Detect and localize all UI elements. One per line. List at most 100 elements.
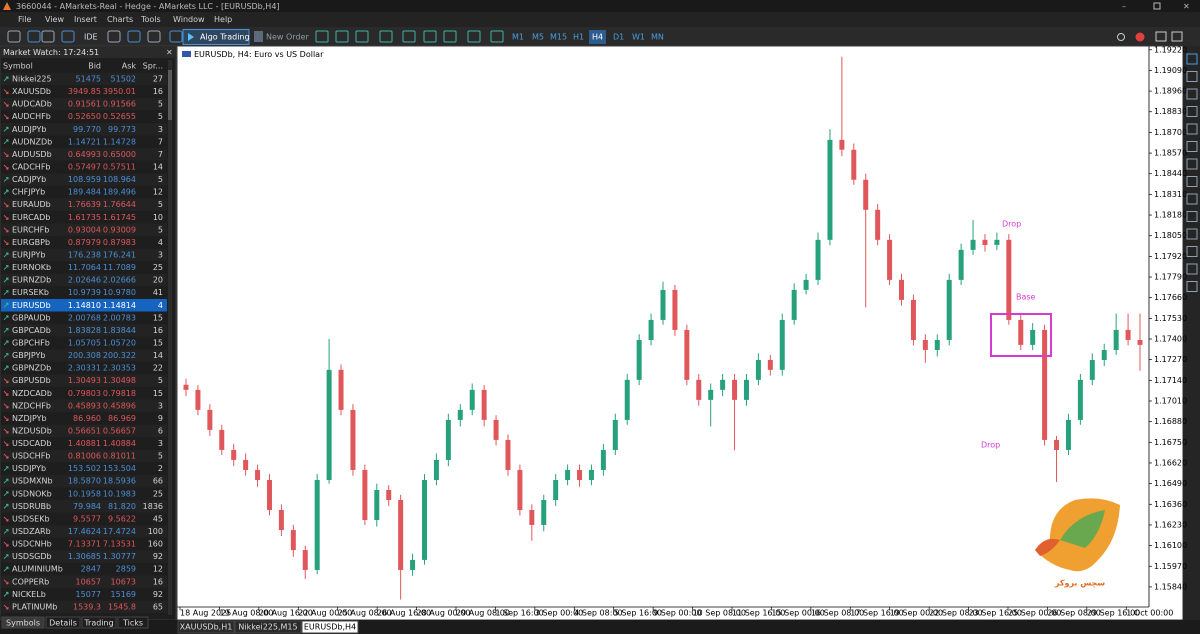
quote-row[interactable] xyxy=(1,386,167,400)
algo-trading-label[interactable]: Algo Trading xyxy=(200,33,250,42)
quote-row[interactable] xyxy=(1,160,167,174)
account-icon[interactable] xyxy=(1135,32,1145,42)
quote-row[interactable] xyxy=(1,148,167,161)
chart-tab-label[interactable]: EURUSDb,H4 xyxy=(304,623,356,632)
quote-row[interactable] xyxy=(1,97,167,111)
toolbar-icon[interactable] xyxy=(315,30,329,43)
close-panel[interactable]: ✕ xyxy=(166,48,173,57)
quote-row[interactable] xyxy=(1,399,167,413)
quote-row[interactable] xyxy=(1,273,167,287)
drawing-tool[interactable] xyxy=(1186,263,1198,275)
chart-tab[interactable] xyxy=(234,620,302,634)
toolbar-icon[interactable] xyxy=(107,30,121,43)
menu-item[interactable]: Help xyxy=(214,15,232,24)
quote-row[interactable] xyxy=(1,562,167,576)
panel-tab-label[interactable]: Ticks xyxy=(122,619,143,628)
quote-row[interactable] xyxy=(1,173,167,186)
minimize-button[interactable]: – xyxy=(1122,2,1126,11)
quote-row[interactable] xyxy=(1,135,167,149)
quote-row[interactable] xyxy=(1,374,167,387)
toolbar-icon[interactable] xyxy=(402,30,416,43)
quote-row[interactable] xyxy=(1,349,167,362)
algo-trading-button[interactable] xyxy=(182,29,250,45)
panel-icon[interactable] xyxy=(1155,31,1167,42)
quote-row[interactable] xyxy=(1,437,167,450)
drawing-tool[interactable] xyxy=(1186,211,1198,222)
panel-icon[interactable] xyxy=(1171,31,1183,42)
drawing-tool[interactable] xyxy=(1186,123,1198,135)
toolbar-icon[interactable] xyxy=(490,30,504,43)
quote-row[interactable] xyxy=(1,449,167,463)
drawing-tool[interactable] xyxy=(1186,106,1198,117)
toolbar-icon[interactable] xyxy=(41,30,55,43)
toolbar-icon[interactable] xyxy=(127,30,141,43)
quote-row[interactable] xyxy=(1,236,167,249)
toolbar-icon[interactable] xyxy=(467,30,481,43)
drawing-tool[interactable] xyxy=(1186,158,1198,170)
menu-item[interactable]: View xyxy=(45,15,64,24)
chart-tab[interactable] xyxy=(301,620,359,634)
quote-row[interactable] xyxy=(1,210,167,224)
timeframe-button[interactable]: H1 xyxy=(573,33,584,42)
panel-tab-label[interactable]: Symbols xyxy=(6,619,40,628)
column-header[interactable]: Spr... xyxy=(143,62,163,71)
chart-tab-label[interactable]: XAUUSDb,H1 xyxy=(180,623,233,632)
toolbar-icon[interactable] xyxy=(27,30,41,43)
quote-row[interactable] xyxy=(1,198,167,211)
toolbar-icon[interactable] xyxy=(379,30,393,43)
quote-row[interactable] xyxy=(1,185,167,199)
drawing-tool[interactable] xyxy=(1186,88,1198,100)
toolbar-icon[interactable] xyxy=(147,30,161,43)
menu-item[interactable]: File xyxy=(18,15,31,24)
quote-row[interactable] xyxy=(1,462,167,475)
quote-row[interactable] xyxy=(1,336,167,350)
quote-row[interactable] xyxy=(1,487,167,501)
quote-row[interactable] xyxy=(1,85,167,98)
drawing-tool[interactable] xyxy=(1186,246,1198,257)
column-header[interactable]: Symbol xyxy=(3,62,33,71)
quote-row[interactable] xyxy=(1,412,167,425)
search-icon[interactable] xyxy=(1117,33,1125,41)
quote-row[interactable] xyxy=(1,600,167,614)
quote-row[interactable] xyxy=(1,588,167,601)
toolbar-icon[interactable] xyxy=(7,30,21,43)
quote-row[interactable] xyxy=(1,298,167,312)
toolbar-icon[interactable] xyxy=(61,30,75,43)
quote-row[interactable] xyxy=(1,122,167,136)
quote-row[interactable] xyxy=(1,72,167,86)
quote-row[interactable] xyxy=(1,500,167,513)
drawing-tool[interactable] xyxy=(1186,141,1198,152)
quote-row[interactable] xyxy=(1,361,167,375)
drawing-tool[interactable] xyxy=(1186,281,1198,292)
quote-row[interactable] xyxy=(1,110,167,123)
quote-row[interactable] xyxy=(1,550,167,563)
scrollbar-thumb[interactable] xyxy=(168,70,172,120)
close-button[interactable]: ✕ xyxy=(1183,2,1190,11)
chart-tab-label[interactable]: Nikkei225,M15 xyxy=(238,623,297,632)
panel-tab-label[interactable]: Trading xyxy=(83,619,113,628)
quote-row[interactable] xyxy=(1,474,167,488)
timeframe-button[interactable]: M1 xyxy=(512,33,524,42)
quote-row[interactable] xyxy=(1,311,167,325)
toolbar-icon[interactable] xyxy=(355,30,369,43)
quote-row[interactable] xyxy=(1,324,167,337)
panel-tab[interactable] xyxy=(81,616,117,629)
quote-row[interactable] xyxy=(1,261,167,274)
timeframe-button[interactable]: M5 xyxy=(532,33,544,42)
quote-row[interactable] xyxy=(1,286,167,299)
menu-item[interactable]: Tools xyxy=(140,15,161,24)
quote-row[interactable] xyxy=(1,537,167,551)
maximize-button[interactable] xyxy=(1153,2,1161,10)
menu-item[interactable]: Charts xyxy=(107,15,133,24)
drawing-tool[interactable] xyxy=(1186,176,1198,187)
quote-row[interactable] xyxy=(1,424,167,438)
ide-button[interactable]: IDE xyxy=(84,33,98,42)
quote-row[interactable] xyxy=(1,575,167,589)
column-header[interactable]: Bid xyxy=(88,62,101,71)
toolbar-icon[interactable] xyxy=(423,30,437,43)
quote-row[interactable] xyxy=(1,223,167,237)
panel-tab[interactable] xyxy=(1,616,45,629)
timeframe-button[interactable]: D1 xyxy=(613,33,624,42)
drawing-tool[interactable] xyxy=(1186,53,1198,65)
quote-row[interactable] xyxy=(1,248,167,262)
